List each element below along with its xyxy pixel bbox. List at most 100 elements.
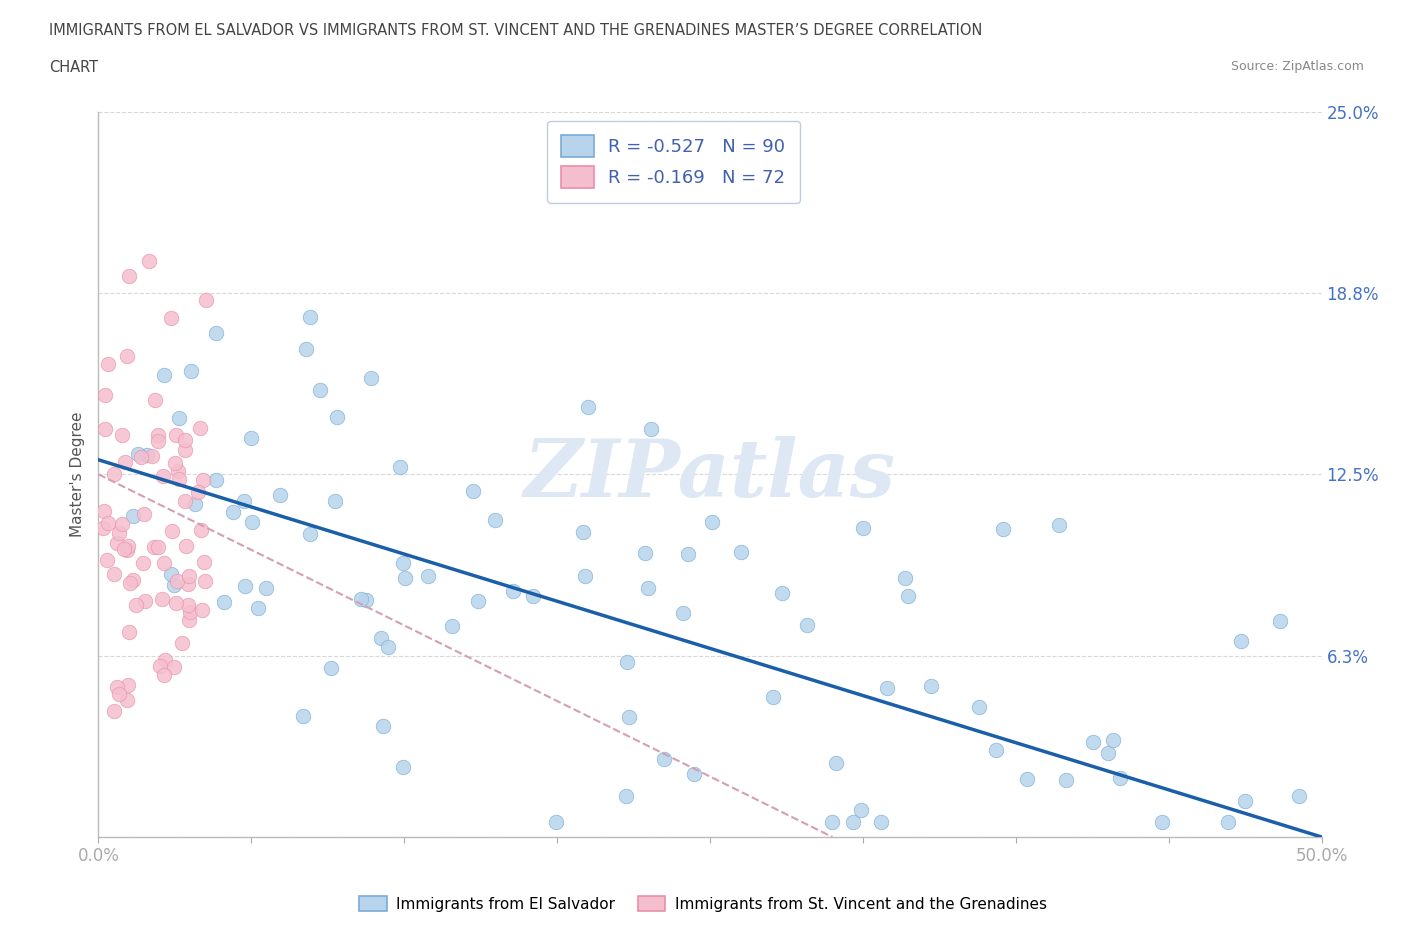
Point [152,469,174,484]
Point [148,427,170,442]
Point [235,578,257,593]
Point [1216,815,1239,830]
Point [105,536,128,551]
Point [146,539,169,554]
Point [103,467,125,482]
Point [522,588,544,603]
Y-axis label: Master's Degree: Master's Degree [70,412,86,537]
Point [373,718,395,733]
Point [170,635,193,650]
Point [195,293,218,308]
Point [187,485,209,499]
Point [295,341,318,356]
Point [796,618,818,632]
Point [325,494,347,509]
Point [1230,633,1253,648]
Point [174,432,197,447]
Point [576,400,599,415]
Point [166,574,188,589]
Text: CHART: CHART [49,60,98,75]
Point [122,572,145,587]
Point [637,580,659,595]
Point [1233,793,1256,808]
Point [94,388,117,403]
Point [544,815,567,830]
Point [153,367,176,382]
Point [1152,815,1174,830]
Point [299,309,322,324]
Point [370,631,392,645]
Point [174,493,197,508]
Point [360,370,382,385]
Point [112,542,135,557]
Point [849,803,872,817]
Point [111,517,134,532]
Point [167,472,190,486]
Point [153,653,176,668]
Point [93,520,115,535]
Point [298,527,321,542]
Point [616,654,638,669]
Point [377,639,399,654]
Point [165,456,187,471]
Point [572,525,595,539]
Point [166,428,188,443]
Point [326,409,349,424]
Point [191,603,214,618]
Point [160,567,183,582]
Point [654,751,676,766]
Point [127,446,149,461]
Point [876,681,898,696]
Point [825,755,848,770]
Point [1049,518,1071,533]
Point [108,525,131,540]
Point [117,677,139,692]
Point [177,577,200,591]
Point [93,503,115,518]
Point [167,463,190,478]
Point [394,570,416,585]
Point [893,571,915,586]
Point [617,710,640,724]
Point [143,392,166,407]
Point [1097,746,1119,761]
Point [388,459,411,474]
Point [502,583,524,598]
Point [416,568,439,583]
Point [132,507,155,522]
Point [177,613,200,628]
Point [770,586,793,601]
Point [141,449,163,464]
Point [484,513,506,528]
Point [103,704,125,719]
Point [174,538,197,553]
Point [132,555,155,570]
Point [1102,732,1125,747]
Point [702,514,724,529]
Point [143,539,166,554]
Point [269,487,291,502]
Point [188,420,211,435]
Point [115,693,138,708]
Point [117,538,139,553]
Point [194,574,217,589]
Point [115,348,138,363]
Point [153,668,176,683]
Point [153,555,176,570]
Point [222,504,245,519]
Point [173,443,195,458]
Point [177,597,200,612]
Point [114,455,136,470]
Point [120,576,142,591]
Point [821,815,844,830]
Point [254,580,277,595]
Point [150,592,173,607]
Point [179,604,201,619]
Point [180,364,202,379]
Point [1083,734,1105,749]
Point [149,658,172,673]
Point [191,472,214,487]
Point [138,253,160,268]
Point [309,383,332,398]
Point [193,555,215,570]
